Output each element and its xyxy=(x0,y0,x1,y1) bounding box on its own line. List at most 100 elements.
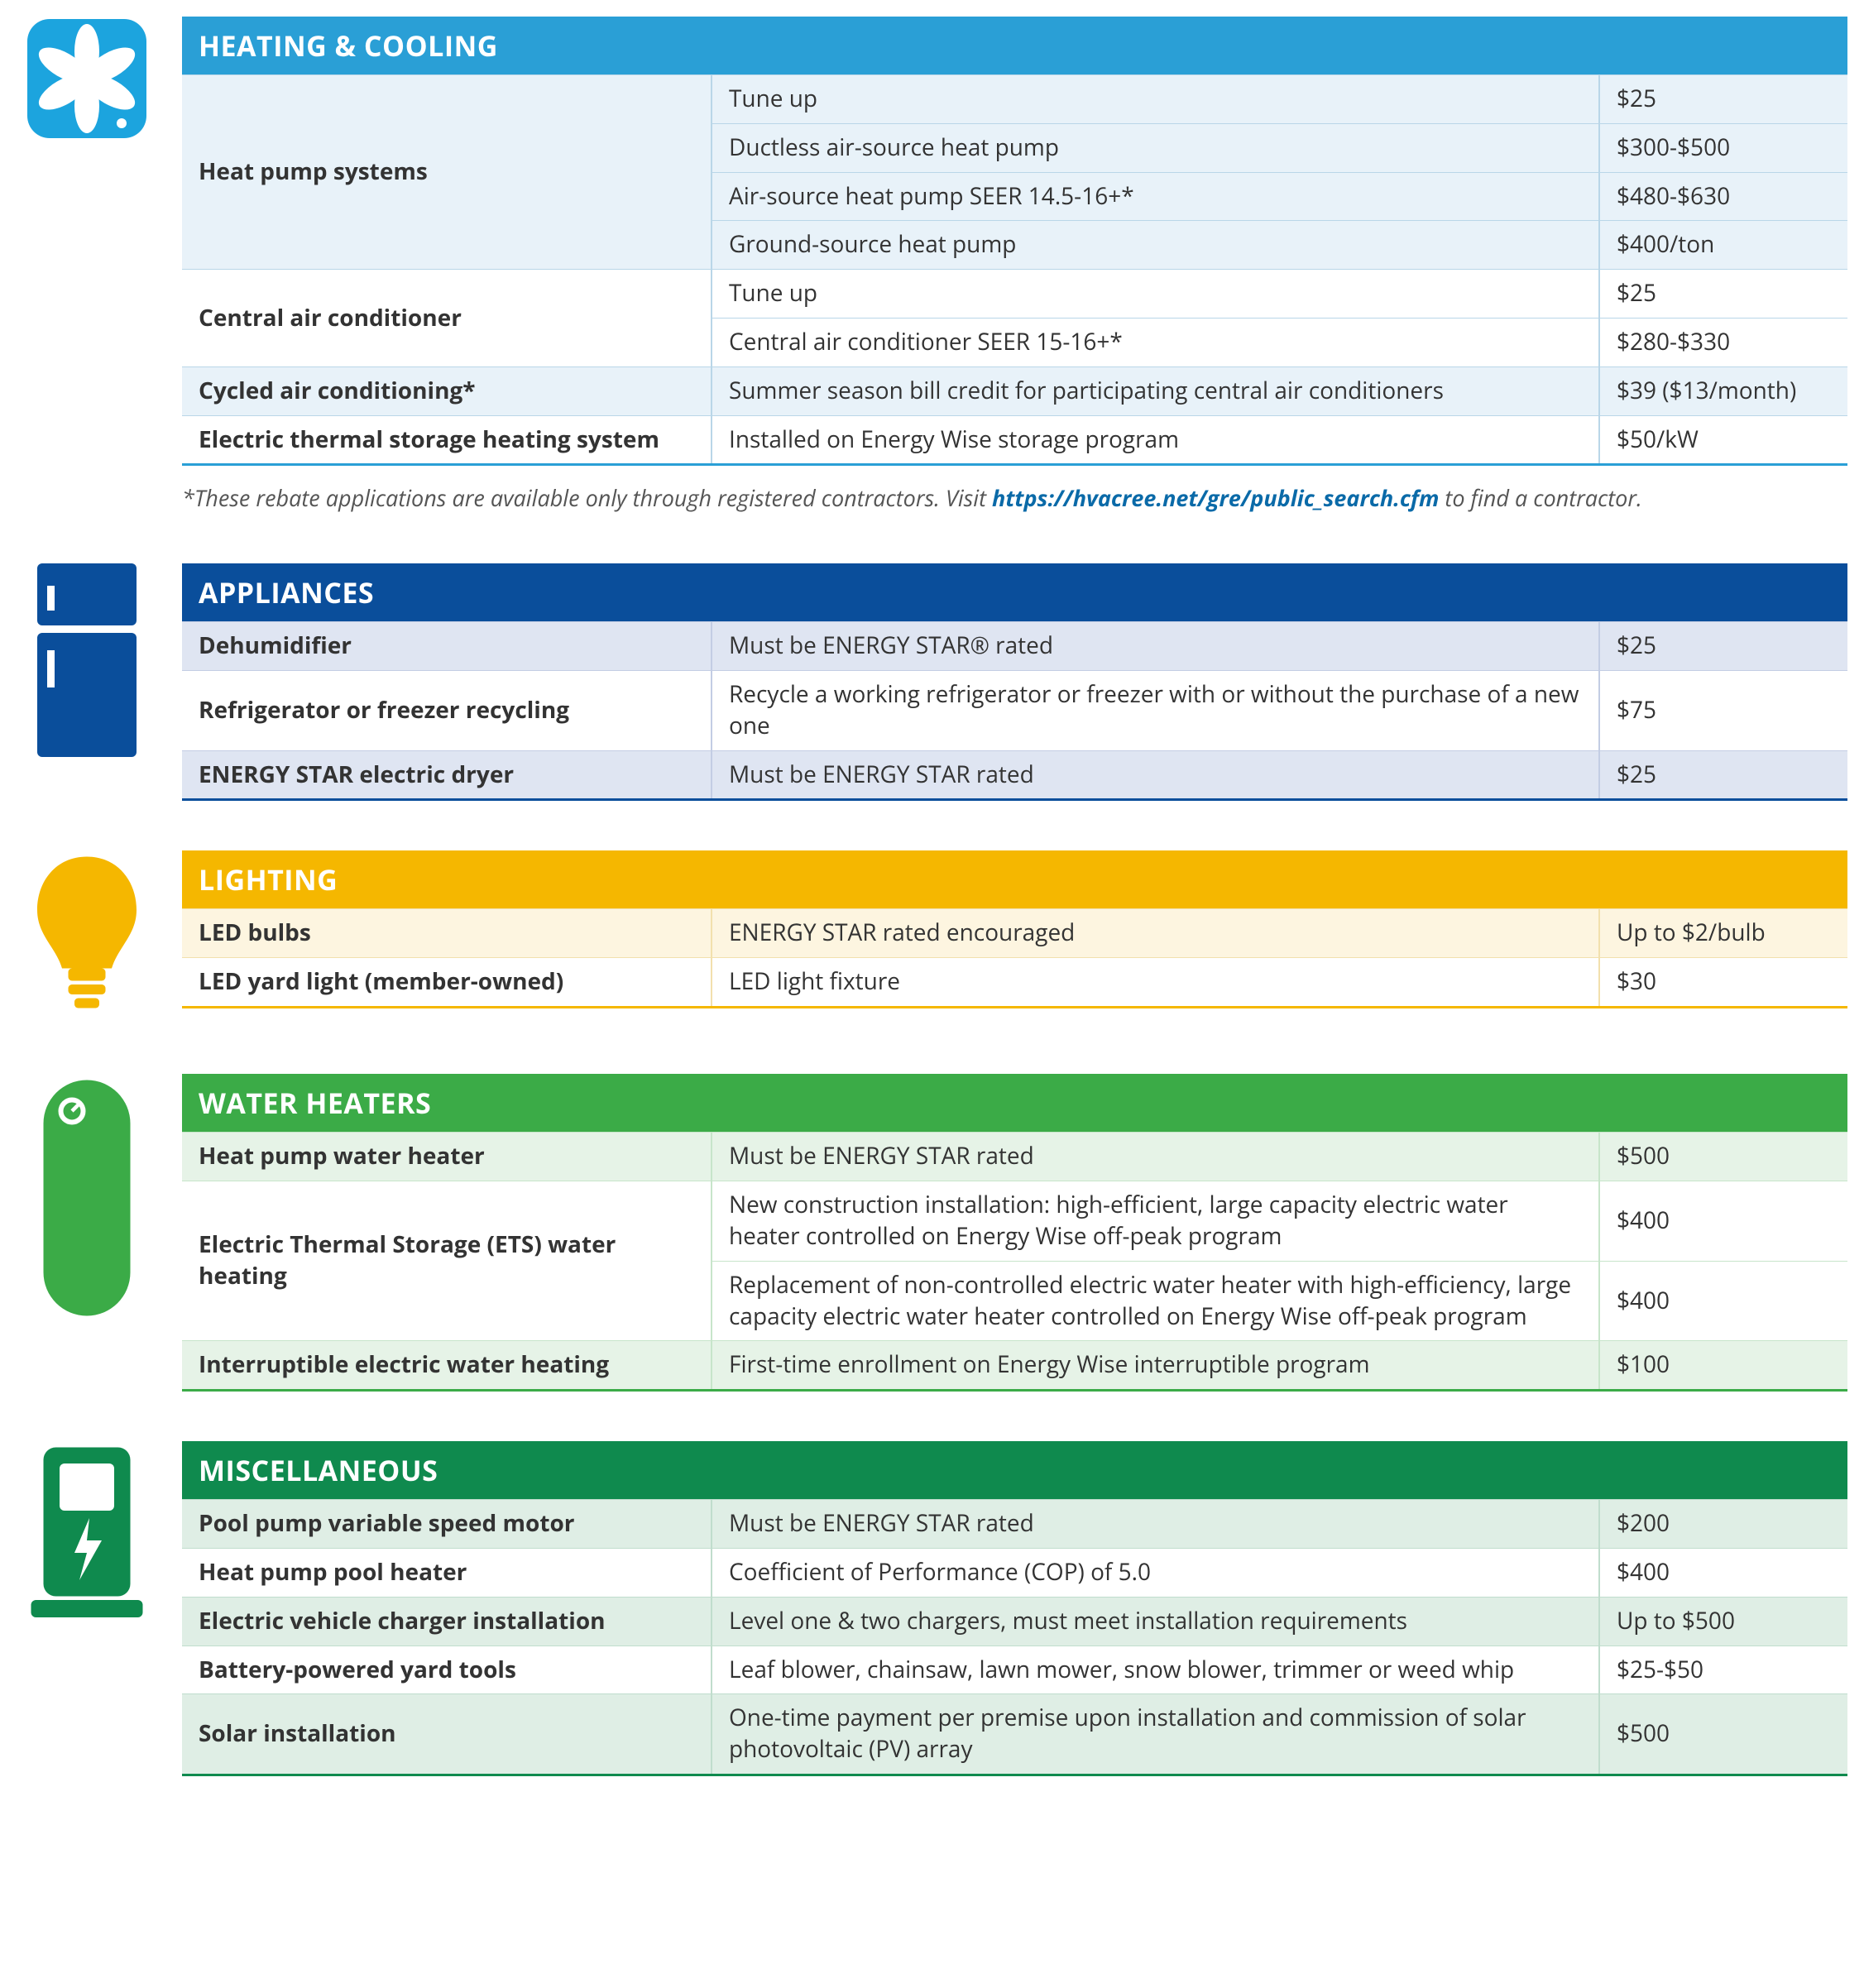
item-name: Cycled air conditioning* xyxy=(182,366,712,415)
item-desc: New construction installation: high-effi… xyxy=(712,1181,1599,1262)
item-desc: First-time enrollment on Energy Wise int… xyxy=(712,1341,1599,1391)
item-name: Heat pump pool heater xyxy=(182,1548,712,1597)
item-desc: Ductless air-source heat pump xyxy=(712,123,1599,172)
item-desc: Summer season bill credit for participat… xyxy=(712,366,1599,415)
rebate-table: LIGHTINGLED bulbsENERGY STAR rated encou… xyxy=(182,850,1847,1008)
item-name: Interruptible electric water heating xyxy=(182,1341,712,1391)
item-desc: Level one & two chargers, must meet inst… xyxy=(712,1597,1599,1645)
section-icon xyxy=(17,1074,157,1322)
section-content: MISCELLANEOUSPool pump variable speed mo… xyxy=(182,1441,1847,1776)
item-desc: ENERGY STAR rated encouraged xyxy=(712,909,1599,958)
item-desc: Coefficient of Performance (COP) of 5.0 xyxy=(712,1548,1599,1597)
footnote-pre: *These rebate applications are available… xyxy=(182,482,992,513)
item-amount: $400 xyxy=(1599,1548,1847,1597)
item-amount: $100 xyxy=(1599,1341,1847,1391)
section-title: WATER HEATERS xyxy=(182,1074,1847,1133)
table-row: Interruptible electric water heatingFirs… xyxy=(182,1341,1847,1391)
item-amount: $50/kW xyxy=(1599,415,1847,465)
section-icon xyxy=(17,563,157,762)
item-desc: LED light fixture xyxy=(712,958,1599,1008)
section-content: HEATING & COOLINGHeat pump systemsTune u… xyxy=(182,17,1847,514)
item-amount: $280-$330 xyxy=(1599,318,1847,366)
table-row: Central air conditionerTune up$25 xyxy=(182,270,1847,319)
item-amount: Up to $500 xyxy=(1599,1597,1847,1645)
item-amount: $400 xyxy=(1599,1261,1847,1341)
item-amount: $400/ton xyxy=(1599,221,1847,270)
tank-icon xyxy=(25,1074,149,1322)
rebate-table: APPLIANCESDehumidifierMust be ENERGY STA… xyxy=(182,563,1847,801)
item-desc: Ground-source heat pump xyxy=(712,221,1599,270)
item-amount: Up to $2/bulb xyxy=(1599,909,1847,958)
item-name: Refrigerator or freezer recycling xyxy=(182,670,712,750)
item-desc: Installed on Energy Wise storage program xyxy=(712,415,1599,465)
table-row: Heat pump water heaterMust be ENERGY STA… xyxy=(182,1133,1847,1181)
item-desc: Must be ENERGY STAR rated xyxy=(712,1133,1599,1181)
item-desc: Tune up xyxy=(712,270,1599,319)
item-name: Electric thermal storage heating system xyxy=(182,415,712,465)
item-name: Dehumidifier xyxy=(182,622,712,671)
item-name: Pool pump variable speed motor xyxy=(182,1500,712,1549)
section-title: APPLIANCES xyxy=(182,563,1847,622)
item-desc: One-time payment per premise upon instal… xyxy=(712,1694,1599,1775)
bulb-icon xyxy=(25,850,149,1024)
item-amount: $25 xyxy=(1599,750,1847,800)
table-row: ENERGY STAR electric dryerMust be ENERGY… xyxy=(182,750,1847,800)
item-amount: $480-$630 xyxy=(1599,172,1847,221)
item-name: ENERGY STAR electric dryer xyxy=(182,750,712,800)
table-row: Battery-powered yard toolsLeaf blower, c… xyxy=(182,1645,1847,1694)
section-water: WATER HEATERSHeat pump water heaterMust … xyxy=(17,1074,1847,1392)
item-desc: Recycle a working refrigerator or freeze… xyxy=(712,670,1599,750)
table-row: DehumidifierMust be ENERGY STAR® rated$2… xyxy=(182,622,1847,671)
table-row: Electric thermal storage heating systemI… xyxy=(182,415,1847,465)
item-desc: Leaf blower, chainsaw, lawn mower, snow … xyxy=(712,1645,1599,1694)
table-row: Electric Thermal Storage (ETS) water hea… xyxy=(182,1181,1847,1262)
item-amount: $400 xyxy=(1599,1181,1847,1262)
section-misc: MISCELLANEOUSPool pump variable speed mo… xyxy=(17,1441,1847,1776)
footnote-post: to find a contractor. xyxy=(1439,482,1641,513)
fan-icon xyxy=(25,17,149,141)
item-amount: $300-$500 xyxy=(1599,123,1847,172)
item-amount: $39 ($13/month) xyxy=(1599,366,1847,415)
item-amount: $25 xyxy=(1599,270,1847,319)
section-content: APPLIANCESDehumidifierMust be ENERGY STA… xyxy=(182,563,1847,801)
table-row: Pool pump variable speed motorMust be EN… xyxy=(182,1500,1847,1549)
section-icon xyxy=(17,1441,157,1640)
item-amount: $75 xyxy=(1599,670,1847,750)
charger-icon xyxy=(25,1441,149,1640)
section-content: LIGHTINGLED bulbsENERGY STAR rated encou… xyxy=(182,850,1847,1008)
item-amount: $500 xyxy=(1599,1694,1847,1775)
rebate-table: MISCELLANEOUSPool pump variable speed mo… xyxy=(182,1441,1847,1776)
table-row: Cycled air conditioning*Summer season bi… xyxy=(182,366,1847,415)
item-amount: $200 xyxy=(1599,1500,1847,1549)
item-name: LED bulbs xyxy=(182,909,712,958)
section-title: LIGHTING xyxy=(182,850,1847,909)
item-desc: Must be ENERGY STAR rated xyxy=(712,750,1599,800)
section-lighting: LIGHTINGLED bulbsENERGY STAR rated encou… xyxy=(17,850,1847,1024)
item-name: Battery-powered yard tools xyxy=(182,1645,712,1694)
section-heating: HEATING & COOLINGHeat pump systemsTune u… xyxy=(17,17,1847,514)
item-name: Central air conditioner xyxy=(182,270,712,367)
item-name: Solar installation xyxy=(182,1694,712,1775)
table-row: Heat pump systemsTune up$25 xyxy=(182,75,1847,124)
item-name: Electric vehicle charger installation xyxy=(182,1597,712,1645)
item-name: LED yard light (member-owned) xyxy=(182,958,712,1008)
section-icon xyxy=(17,850,157,1024)
table-row: Electric vehicle charger installationLev… xyxy=(182,1597,1847,1645)
table-row: Solar installationOne-time payment per p… xyxy=(182,1694,1847,1775)
item-name: Heat pump systems xyxy=(182,75,712,270)
item-amount: $30 xyxy=(1599,958,1847,1008)
table-row: Heat pump pool heaterCoefficient of Perf… xyxy=(182,1548,1847,1597)
section-title: MISCELLANEOUS xyxy=(182,1441,1847,1500)
item-desc: Must be ENERGY STAR rated xyxy=(712,1500,1599,1549)
section-content: WATER HEATERSHeat pump water heaterMust … xyxy=(182,1074,1847,1392)
item-desc: Air-source heat pump SEER 14.5-16+* xyxy=(712,172,1599,221)
rebate-table: HEATING & COOLINGHeat pump systemsTune u… xyxy=(182,17,1847,466)
item-desc: Tune up xyxy=(712,75,1599,124)
fridge-icon xyxy=(25,563,149,762)
section-title: HEATING & COOLING xyxy=(182,17,1847,75)
section-appliances: APPLIANCESDehumidifierMust be ENERGY STA… xyxy=(17,563,1847,801)
item-amount: $500 xyxy=(1599,1133,1847,1181)
footnote-link[interactable]: https://hvacree.net/gre/public_search.cf… xyxy=(992,482,1439,513)
item-amount: $25-$50 xyxy=(1599,1645,1847,1694)
item-desc: Replacement of non-controlled electric w… xyxy=(712,1261,1599,1341)
